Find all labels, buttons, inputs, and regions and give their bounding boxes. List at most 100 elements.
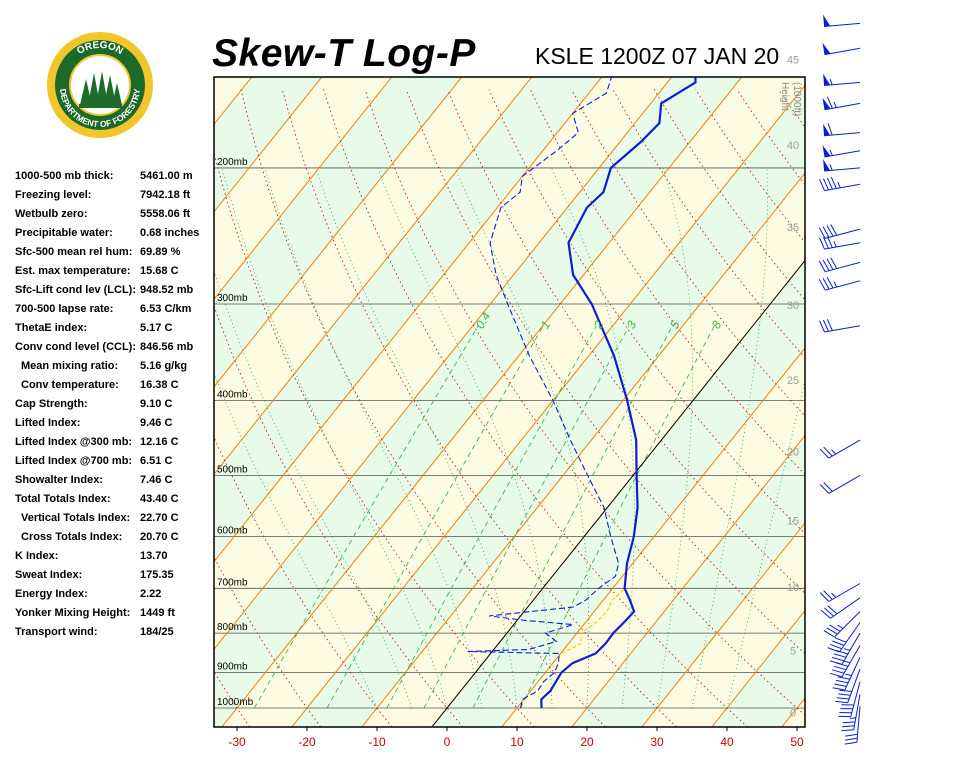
barb-full [819, 237, 825, 250]
index-label: Sweat Index: [15, 569, 83, 581]
wind-barb [823, 14, 861, 27]
height-tick-label: 25 [787, 375, 799, 387]
barb-half [829, 78, 833, 85]
index-label: Sfc-500 mean rel hum: [15, 246, 133, 258]
index-row: Wetbulb zero: 5558.06 ft [15, 205, 215, 224]
index-label: Cap Strength: [15, 398, 88, 410]
barb-full [835, 679, 849, 684]
wind-barb [844, 706, 861, 745]
moist-adiabat [551, 167, 635, 709]
barb-full [832, 687, 845, 691]
wind-barb [819, 583, 861, 602]
barb-full [841, 729, 854, 732]
isotherm-line [0, 77, 112, 727]
index-value: 5461.00 m [140, 170, 193, 182]
barb-full [822, 259, 830, 271]
x-tick-label: 40 [720, 735, 734, 749]
barb-full [827, 123, 833, 136]
index-row: Mean mixing ratio: 5.16 g/kg [15, 357, 215, 376]
wind-barbs [818, 14, 861, 745]
height-axis-title: Height [779, 82, 790, 111]
barb-full [822, 319, 829, 332]
index-value: 22.70 C [140, 512, 179, 524]
wind-barb [818, 257, 861, 273]
barb-full [818, 227, 826, 239]
height-tick-label: 15 [787, 515, 799, 527]
index-value: 1449 ft [140, 607, 175, 619]
barb-full [823, 446, 833, 457]
barb-half [849, 717, 856, 719]
barb-full [827, 605, 838, 615]
temperature-bands [0, 77, 805, 727]
index-row: Precipitable water: 0.68 inches [15, 224, 215, 243]
index-label: Mean mixing ratio: [21, 360, 119, 372]
moist-adiabat [264, 167, 483, 709]
wind-barb [819, 439, 861, 459]
index-row: Transport wind: 184/25 [15, 623, 215, 642]
index-value: 6.51 C [140, 455, 173, 467]
dry-adiabat [214, 304, 464, 727]
barb-full [842, 721, 856, 724]
index-row: Showalter Index: 7.46 C [15, 471, 215, 490]
index-label: Conv cond level (CCL): [15, 341, 137, 353]
barb-full [819, 179, 825, 191]
barb-full [826, 225, 834, 237]
freezing-isotherm [431, 259, 805, 727]
isotherm-line [0, 77, 182, 727]
barb-full [819, 320, 825, 333]
barb-full [831, 656, 845, 662]
dewpoint-trace [467, 77, 620, 709]
barb-staff [847, 668, 861, 703]
index-row: Yonker Mixing Height: 1449 ft [15, 604, 215, 623]
moist-adiabat [377, 167, 553, 708]
barb-staff [824, 325, 861, 333]
wind-barb [829, 645, 861, 678]
barb-staff [856, 706, 861, 743]
index-label: Cross Totals Index: [21, 531, 123, 543]
pressure-label: 600mb [217, 526, 248, 537]
background-lines [0, 77, 960, 727]
dry-adiabat [612, 89, 805, 359]
barb-staff [828, 474, 861, 494]
barb-staff [850, 681, 861, 717]
isotherm-band [0, 77, 42, 727]
barb-flag [823, 73, 831, 86]
barb-staff [824, 150, 861, 158]
index-value: 69.89 % [140, 246, 181, 258]
dry-adiabat [902, 89, 960, 727]
index-label: 700-500 lapse rate: [15, 303, 114, 315]
wind-barb [819, 474, 861, 494]
index-row: K Index: 13.70 [15, 547, 215, 566]
barb-half [829, 149, 833, 156]
barb-full [830, 224, 838, 236]
index-label: Yonker Mixing Height: [15, 607, 131, 619]
plot-frame [213, 76, 806, 728]
chart-title: Skew-T Log-P [212, 32, 476, 75]
mixing-ratio-line [386, 325, 597, 709]
dry-adiabat [240, 89, 606, 727]
index-value: 7.46 C [140, 474, 173, 486]
barb-full [829, 624, 841, 632]
barb-staff [853, 694, 861, 730]
barb-staff [824, 47, 861, 56]
barb-staff [841, 632, 861, 665]
index-label: Lifted Index @300 mb: [15, 436, 133, 448]
barb-full [826, 319, 833, 331]
dry-adiabat [0, 89, 178, 727]
index-label: Wetbulb zero: [15, 208, 88, 220]
height-tick-label: 10 [787, 582, 799, 594]
index-value: 9.10 C [140, 398, 173, 410]
x-tick-label: 0 [444, 735, 451, 749]
barb-full [844, 737, 858, 741]
barb-staff [828, 439, 861, 459]
index-value: 5.16 g/kg [140, 360, 188, 372]
index-label: 1000-500 mb thick: [15, 170, 114, 182]
height-tick-label: 45 [787, 55, 799, 67]
barb-staff [830, 597, 861, 619]
moist-adiabat [214, 372, 378, 709]
barb-full [822, 226, 830, 238]
barb-full [819, 448, 830, 459]
index-value: 12.16 C [140, 436, 179, 448]
dry-adiabat [861, 89, 960, 727]
